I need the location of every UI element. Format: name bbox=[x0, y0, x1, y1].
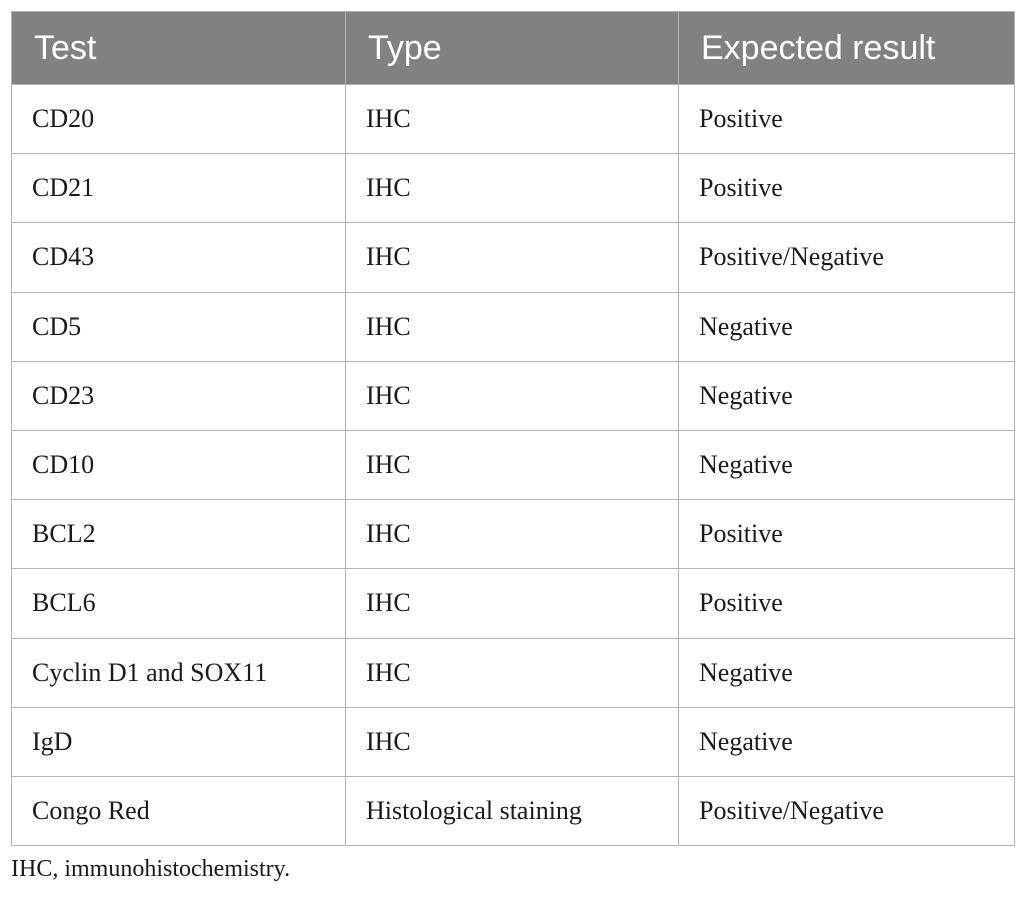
cell-test: CD20 bbox=[11, 83, 346, 155]
cell-expected-result: Positive/Negative bbox=[678, 222, 1015, 293]
cell-type: IHC bbox=[345, 637, 679, 708]
cell-test: BCL2 bbox=[11, 499, 346, 570]
cell-type: IHC bbox=[345, 706, 679, 777]
results-table-container: Test Type Expected result CD20 IHC Posit… bbox=[11, 11, 1015, 847]
cell-expected-result: Positive bbox=[678, 153, 1015, 224]
cell-type: IHC bbox=[345, 360, 679, 431]
cell-test: BCL6 bbox=[11, 568, 346, 639]
table-row: CD5 IHC Negative bbox=[11, 291, 1015, 362]
cell-expected-result: Positive bbox=[678, 568, 1015, 639]
cell-type: IHC bbox=[345, 83, 679, 155]
table-row: Cyclin D1 and SOX11 IHC Negative bbox=[11, 637, 1015, 708]
cell-expected-result: Positive bbox=[678, 83, 1015, 155]
cell-test: Congo Red bbox=[11, 775, 346, 847]
table-footnote: IHC, immunohistochemistry. bbox=[11, 856, 291, 882]
cell-expected-result: Positive/Negative bbox=[678, 775, 1015, 847]
table-row: Congo Red Histological staining Positive… bbox=[11, 775, 1015, 847]
table-body: CD20 IHC Positive CD21 IHC Positive CD43… bbox=[11, 83, 1015, 847]
table-row: CD43 IHC Positive/Negative bbox=[11, 222, 1015, 293]
cell-expected-result: Negative bbox=[678, 360, 1015, 431]
cell-test: CD23 bbox=[11, 360, 346, 431]
cell-type: IHC bbox=[345, 153, 679, 224]
cell-type: IHC bbox=[345, 429, 679, 501]
header-test: Test bbox=[11, 11, 346, 85]
cell-type: IHC bbox=[345, 499, 679, 570]
cell-expected-result: Positive bbox=[678, 499, 1015, 570]
header-row: Test Type Expected result bbox=[11, 11, 1015, 85]
cell-expected-result: Negative bbox=[678, 291, 1015, 362]
cell-type: IHC bbox=[345, 291, 679, 362]
table-row: CD20 IHC Positive bbox=[11, 83, 1015, 155]
cell-test: CD10 bbox=[11, 429, 346, 501]
table-row: CD23 IHC Negative bbox=[11, 360, 1015, 431]
expected-results-table: Test Type Expected result CD20 IHC Posit… bbox=[11, 11, 1015, 847]
table-row: CD10 IHC Negative bbox=[11, 429, 1015, 501]
header-expected-result: Expected result bbox=[678, 11, 1015, 85]
table-row: BCL6 IHC Positive bbox=[11, 568, 1015, 639]
table-row: BCL2 IHC Positive bbox=[11, 499, 1015, 570]
cell-expected-result: Negative bbox=[678, 706, 1015, 777]
cell-type: Histological staining bbox=[345, 775, 679, 847]
cell-test: CD5 bbox=[11, 291, 346, 362]
cell-type: IHC bbox=[345, 222, 679, 293]
cell-type: IHC bbox=[345, 568, 679, 639]
cell-test: CD21 bbox=[11, 153, 346, 224]
table-row: IgD IHC Negative bbox=[11, 706, 1015, 777]
cell-test: CD43 bbox=[11, 222, 346, 293]
cell-expected-result: Negative bbox=[678, 637, 1015, 708]
table-header: Test Type Expected result bbox=[11, 11, 1015, 85]
cell-test: Cyclin D1 and SOX11 bbox=[11, 637, 346, 708]
table-row: CD21 IHC Positive bbox=[11, 153, 1015, 224]
header-type: Type bbox=[345, 11, 679, 85]
cell-expected-result: Negative bbox=[678, 429, 1015, 501]
cell-test: IgD bbox=[11, 706, 346, 777]
